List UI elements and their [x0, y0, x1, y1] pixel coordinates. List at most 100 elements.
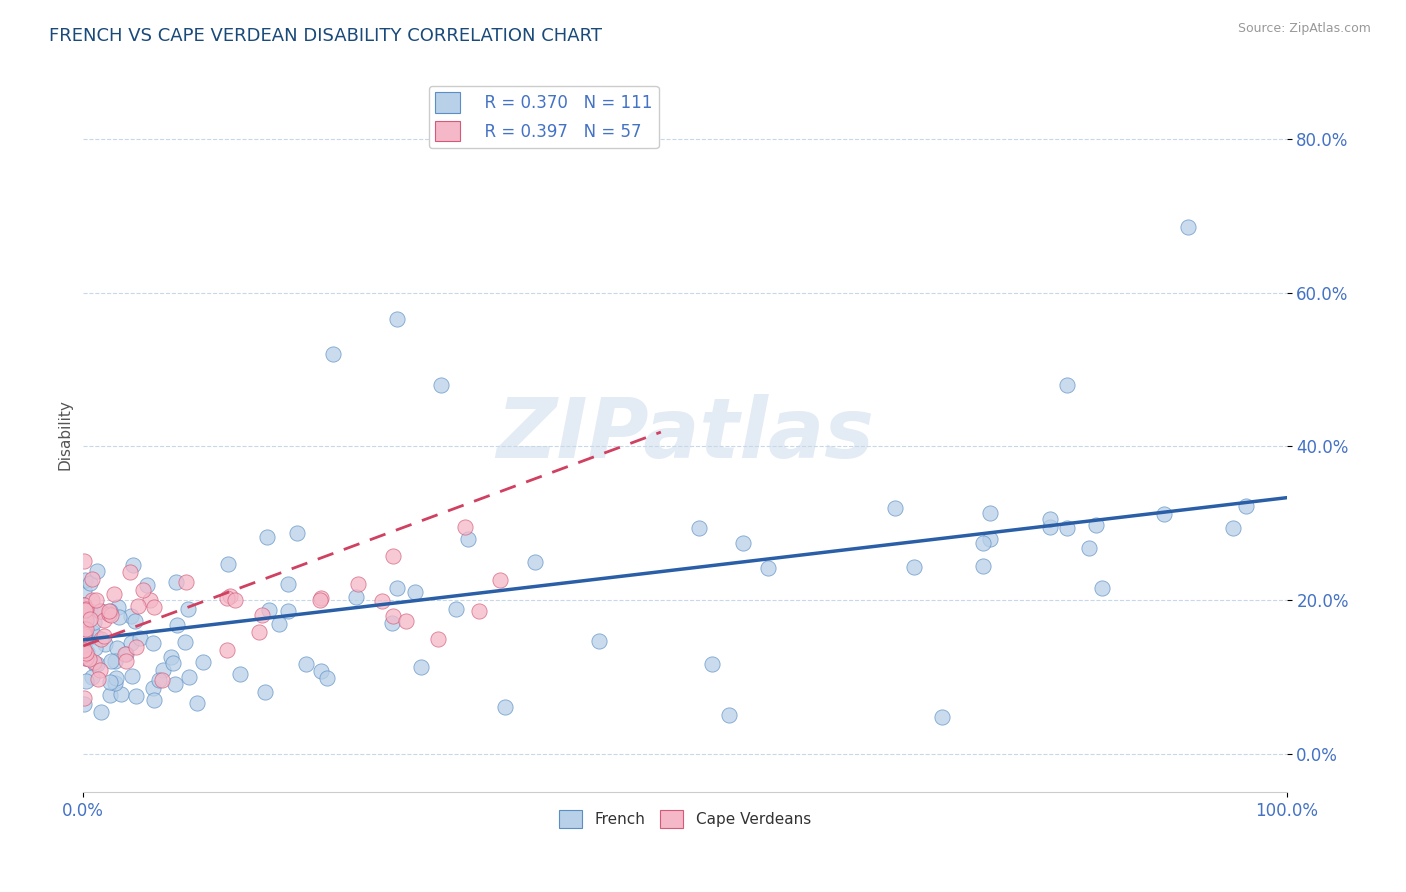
- Point: [404, 585, 426, 599]
- Point: [87, 673, 110, 687]
- Point: [120, 608, 142, 623]
- Point: [90, 632, 112, 646]
- Point: [215, 591, 238, 605]
- Point: [93, 614, 115, 628]
- Point: [82, 572, 104, 586]
- Point: [316, 671, 339, 685]
- Point: [381, 616, 404, 631]
- Point: [142, 692, 165, 706]
- Point: [409, 660, 432, 674]
- Point: [114, 647, 136, 661]
- Point: [75, 614, 97, 628]
- Point: [224, 592, 246, 607]
- Point: [1056, 521, 1078, 535]
- Point: [165, 677, 187, 691]
- Point: [143, 599, 166, 614]
- Point: [104, 675, 127, 690]
- Point: [73, 650, 96, 665]
- Y-axis label: Disability: Disability: [58, 400, 72, 470]
- Point: [371, 594, 394, 608]
- Point: [309, 591, 332, 606]
- Point: [179, 670, 201, 684]
- Point: [73, 697, 96, 711]
- Point: [83, 655, 105, 669]
- Point: [79, 576, 101, 591]
- Text: ZIPatlas: ZIPatlas: [496, 394, 875, 475]
- Point: [76, 645, 98, 659]
- Point: [1039, 520, 1062, 534]
- Point: [457, 532, 479, 546]
- Point: [105, 640, 128, 655]
- Point: [127, 599, 149, 613]
- Point: [100, 608, 122, 623]
- Point: [82, 624, 104, 639]
- Point: [73, 622, 96, 636]
- Point: [73, 627, 96, 641]
- Point: [94, 637, 117, 651]
- Point: [75, 622, 97, 636]
- Point: [86, 657, 108, 671]
- Point: [73, 599, 96, 613]
- Point: [121, 669, 143, 683]
- Point: [120, 636, 142, 650]
- Point: [250, 608, 273, 623]
- Point: [82, 671, 104, 685]
- Point: [979, 507, 1001, 521]
- Point: [159, 650, 181, 665]
- Point: [267, 616, 290, 631]
- Point: [215, 643, 238, 657]
- Point: [125, 689, 148, 703]
- Point: [98, 604, 121, 618]
- Point: [285, 525, 308, 540]
- Point: [73, 633, 96, 648]
- Point: [972, 535, 994, 549]
- Point: [129, 631, 152, 645]
- Point: [468, 604, 491, 618]
- Point: [75, 633, 97, 648]
- Point: [84, 657, 107, 671]
- Point: [77, 652, 100, 666]
- Point: [100, 654, 122, 668]
- Point: [162, 656, 184, 670]
- Point: [150, 673, 173, 688]
- Point: [104, 671, 127, 685]
- Point: [322, 347, 344, 361]
- Point: [124, 614, 146, 628]
- Point: [454, 519, 477, 533]
- Point: [524, 555, 547, 569]
- Point: [718, 708, 741, 723]
- Point: [700, 657, 723, 672]
- Point: [903, 560, 925, 574]
- Point: [122, 558, 145, 572]
- Point: [98, 689, 121, 703]
- Point: [309, 664, 332, 678]
- Point: [75, 603, 97, 617]
- Point: [83, 615, 105, 629]
- Point: [125, 640, 148, 654]
- Point: [82, 593, 104, 607]
- Point: [381, 549, 404, 563]
- Point: [382, 609, 405, 624]
- Point: [73, 598, 96, 612]
- Point: [277, 577, 299, 591]
- Point: [1077, 541, 1099, 555]
- Point: [257, 603, 280, 617]
- Point: [98, 604, 121, 618]
- Point: [152, 663, 174, 677]
- Point: [148, 673, 170, 688]
- Point: [1056, 377, 1078, 392]
- Point: [73, 690, 96, 705]
- Point: [309, 592, 332, 607]
- Point: [444, 602, 467, 616]
- Point: [73, 642, 96, 657]
- Point: [73, 574, 96, 588]
- Legend: French, Cape Verdeans: French, Cape Verdeans: [553, 804, 817, 834]
- Point: [174, 575, 197, 590]
- Point: [494, 700, 516, 714]
- Point: [75, 602, 97, 616]
- Point: [979, 532, 1001, 546]
- Point: [115, 654, 138, 668]
- Point: [1153, 508, 1175, 522]
- Point: [1222, 521, 1244, 535]
- Point: [756, 561, 779, 575]
